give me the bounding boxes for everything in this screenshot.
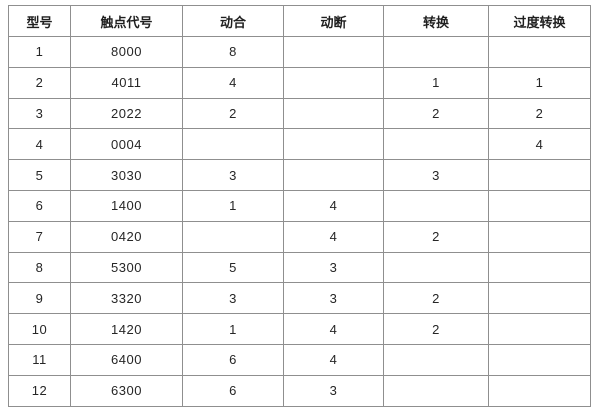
table-cell: 4 xyxy=(488,128,591,161)
table-cell: 8 xyxy=(182,36,284,68)
table-cell: 5300 xyxy=(70,251,183,284)
table-cell: 6 xyxy=(182,374,284,407)
table-cell: 3030 xyxy=(70,159,183,191)
table-cell: 8 xyxy=(8,251,71,284)
table-cell: 12 xyxy=(8,374,71,407)
table-cell: 4 xyxy=(283,189,384,222)
table-cell xyxy=(283,66,384,99)
table-cell xyxy=(182,220,284,253)
table-row: 5 3030 3 3 xyxy=(8,159,591,191)
table-cell xyxy=(488,251,591,284)
table-row: 12 6300 6 3 xyxy=(8,374,591,407)
table-cell: 4 xyxy=(182,66,284,99)
table-cell xyxy=(383,189,489,222)
table-cell xyxy=(283,159,384,191)
table-cell: 6300 xyxy=(70,374,183,407)
table-cell: 2 xyxy=(383,282,489,315)
table-cell: 6 xyxy=(182,343,284,376)
header-cell-changeover: 转换 xyxy=(383,5,489,37)
table-cell: 3 xyxy=(182,159,284,191)
table-cell: 1 xyxy=(182,313,284,345)
table-row: 11 6400 6 4 xyxy=(8,343,591,376)
table-cell: 10 xyxy=(8,313,71,345)
table-cell xyxy=(383,343,489,376)
table-cell: 1 xyxy=(488,66,591,99)
table-header: 型号 触点代号 动合 动断 转换 过度转换 xyxy=(8,5,591,37)
table-cell: 2022 xyxy=(70,97,183,130)
header-cell-transition-changeover: 过度转换 xyxy=(488,5,591,37)
table-cell: 1420 xyxy=(70,313,183,345)
table-cell xyxy=(488,189,591,222)
table-cell: 3 xyxy=(182,282,284,315)
header-cell-model: 型号 xyxy=(8,5,71,37)
table-cell: 4011 xyxy=(70,66,183,99)
table-cell: 2 xyxy=(383,220,489,253)
table-row: 3 2022 2 2 2 xyxy=(8,97,591,130)
table-row: 8 5300 5 3 xyxy=(8,251,591,284)
table-cell: 1 xyxy=(182,189,284,222)
table-cell: 1 xyxy=(8,36,71,68)
table-cell xyxy=(383,251,489,284)
header-cell-contact-code: 触点代号 xyxy=(70,5,183,37)
table-cell xyxy=(283,97,384,130)
table-cell: 2 xyxy=(182,97,284,130)
table-cell xyxy=(488,282,591,315)
table-row: 9 3320 3 3 2 xyxy=(8,282,591,315)
table-cell: 3 xyxy=(283,251,384,284)
table-cell xyxy=(283,36,384,68)
table-cell xyxy=(383,36,489,68)
table-cell: 2 xyxy=(488,97,591,130)
table-cell xyxy=(283,128,384,161)
table-cell xyxy=(488,374,591,407)
table-cell: 5 xyxy=(8,159,71,191)
table-cell: 4 xyxy=(283,343,384,376)
header-row: 型号 触点代号 动合 动断 转换 过度转换 xyxy=(8,5,591,37)
table-cell: 3 xyxy=(8,97,71,130)
table-cell xyxy=(383,128,489,161)
table-cell: 5 xyxy=(182,251,284,284)
table-cell: 0420 xyxy=(70,220,183,253)
table-cell: 0004 xyxy=(70,128,183,161)
table-cell xyxy=(488,159,591,191)
table-cell: 2 xyxy=(383,313,489,345)
table-cell: 4 xyxy=(283,220,384,253)
table-cell xyxy=(488,313,591,345)
table-cell: 2 xyxy=(383,97,489,130)
table-cell: 3 xyxy=(383,159,489,191)
table-cell: 1400 xyxy=(70,189,183,222)
table-cell: 2 xyxy=(8,66,71,99)
table-row: 7 0420 4 2 xyxy=(8,220,591,253)
table-cell: 11 xyxy=(8,343,71,376)
table-cell: 9 xyxy=(8,282,71,315)
table-cell: 3 xyxy=(283,374,384,407)
table-cell: 1 xyxy=(383,66,489,99)
table-cell: 6 xyxy=(8,189,71,222)
table-cell: 7 xyxy=(8,220,71,253)
table-cell: 8000 xyxy=(70,36,183,68)
contact-spec-table-container: 型号 触点代号 动合 动断 转换 过度转换 1 8000 8 2 4011 4 1 1 3 202… xyxy=(8,5,591,407)
table-cell: 4 xyxy=(283,313,384,345)
table-cell: 6400 xyxy=(70,343,183,376)
table-cell xyxy=(488,343,591,376)
table-body: 1 8000 8 2 4011 4 1 1 3 2022 2 2 2 4 0004 4 5 3030 3 3 6 1400… xyxy=(8,36,591,407)
table-cell xyxy=(488,36,591,68)
table-cell xyxy=(182,128,284,161)
table-cell xyxy=(488,220,591,253)
table-row: 1 8000 8 xyxy=(8,36,591,68)
table-row: 6 1400 1 4 xyxy=(8,189,591,222)
table-cell: 3320 xyxy=(70,282,183,315)
table-row: 10 1420 1 4 2 xyxy=(8,313,591,345)
header-cell-normally-closed: 动断 xyxy=(283,5,384,37)
header-cell-normally-open: 动合 xyxy=(182,5,284,37)
table-cell: 4 xyxy=(8,128,71,161)
table-cell xyxy=(383,374,489,407)
table-row: 2 4011 4 1 1 xyxy=(8,66,591,99)
table-cell: 3 xyxy=(283,282,384,315)
table-row: 4 0004 4 xyxy=(8,128,591,161)
contact-spec-table: 型号 触点代号 动合 动断 转换 过度转换 1 8000 8 2 4011 4 1 1 3 202… xyxy=(8,5,591,407)
